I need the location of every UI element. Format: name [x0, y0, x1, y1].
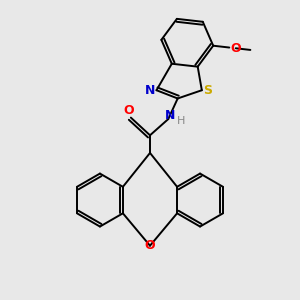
Text: O: O [230, 42, 241, 55]
Text: N: N [145, 84, 155, 97]
Text: O: O [145, 239, 155, 252]
Text: S: S [203, 84, 212, 97]
Text: N: N [164, 109, 175, 122]
Text: H: H [177, 116, 186, 126]
Text: O: O [123, 104, 134, 117]
